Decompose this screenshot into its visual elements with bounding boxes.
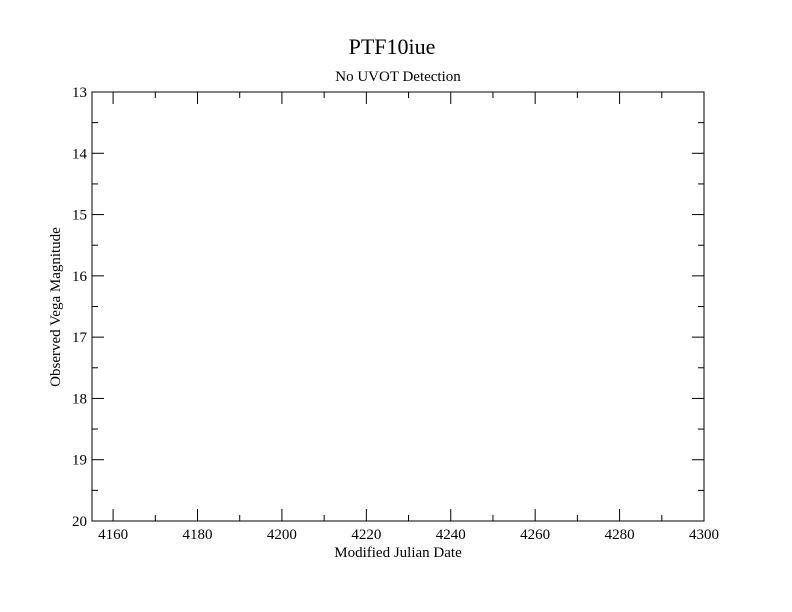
x-axis-title: Modified Julian Date	[334, 545, 462, 561]
y-axis-ticks: 13 14 15 16 17 18 19 20	[72, 85, 704, 530]
x-tick-label: 4260	[520, 527, 550, 543]
x-axis-ticks: 4160 4180 4200 4220 4240 4260 4280 4300	[98, 92, 719, 543]
x-tick-label: 4300	[689, 527, 719, 543]
y-tick-label: 14	[72, 146, 88, 162]
chart-subtitle: No UVOT Detection	[335, 69, 461, 85]
x-tick-label: 4200	[267, 527, 297, 543]
y-tick-label: 15	[72, 208, 87, 224]
x-tick-label: 4280	[605, 527, 635, 543]
y-tick-label: 20	[72, 514, 87, 530]
y-axis-title: Observed Vega Magnitude	[48, 227, 64, 387]
x-tick-label: 4180	[183, 527, 213, 543]
y-tick-label: 18	[72, 391, 87, 407]
x-tick-label: 4160	[98, 527, 128, 543]
chart-title: PTF10iue	[349, 34, 436, 59]
x-tick-label: 4240	[436, 527, 466, 543]
y-tick-label: 19	[72, 453, 87, 469]
x-tick-label: 4220	[351, 527, 381, 543]
y-tick-label: 16	[72, 269, 88, 285]
y-tick-label: 13	[72, 85, 87, 101]
y-tick-label: 17	[72, 330, 88, 346]
plot-frame	[91, 91, 705, 522]
